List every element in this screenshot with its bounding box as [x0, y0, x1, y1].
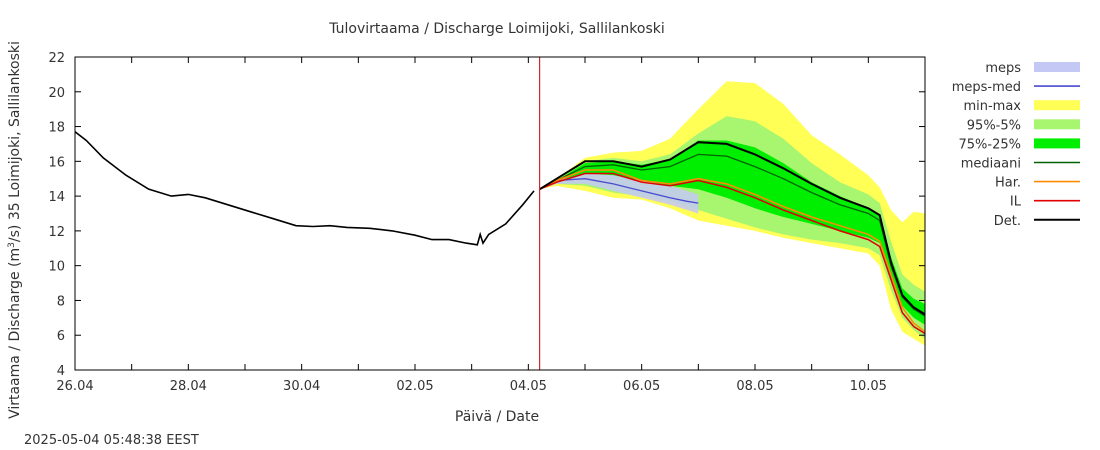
series-har	[539, 169, 926, 333]
chart-title: Tulovirtaama / Discharge Loimijoki, Sall…	[328, 21, 665, 37]
x-tick-label: 02.05	[396, 379, 433, 394]
y-tick-label: 10	[48, 260, 65, 275]
x-axis-label: Päivä / Date	[455, 409, 539, 425]
legend-label-det: Det.	[994, 214, 1021, 229]
x-tick-label: 28.04	[170, 379, 207, 394]
y-tick-label: 4	[57, 364, 65, 379]
x-tick-label: 06.05	[623, 379, 660, 394]
legend-label-il: IL	[1010, 195, 1022, 210]
y-axis-label: Virtaama / Discharge (m3/s) 35 Loimijoki…	[7, 41, 23, 419]
y-tick-label: 22	[48, 51, 65, 66]
x-tick-label: 26.04	[56, 379, 93, 394]
legend-label-meps_med: meps-med	[952, 80, 1021, 95]
legend-label-har: Har.	[995, 176, 1021, 191]
x-tick-label: 08.05	[736, 379, 773, 394]
axes: 4 6 8 10 12 14 16 18 20 22 26.04 28.04 30.04 02.05 04.…	[48, 51, 926, 394]
series-det	[539, 141, 926, 316]
x-tick-label: 04.05	[510, 379, 547, 394]
x-tick-label: 10.05	[850, 379, 887, 394]
series-observed	[74, 131, 535, 246]
y-tick-label: 18	[48, 121, 65, 136]
series-mediaani	[539, 153, 926, 317]
legend: meps meps-med min-max 95%-5% 75%-25% mediaani…	[952, 61, 1080, 229]
y-tick-label: 20	[48, 86, 65, 101]
legend-label-minmax: min-max	[963, 99, 1021, 114]
y-tick-label: 6	[57, 329, 65, 344]
y-tick-label: 16	[48, 155, 65, 170]
legend-label-p75_25: 75%-25%	[959, 137, 1021, 152]
plot-area	[74, 57, 926, 370]
legend-swatch-p75_25	[1034, 138, 1080, 149]
legend-label-meps: meps	[985, 61, 1021, 76]
legend-label-median: mediaani	[961, 157, 1021, 172]
y-tick-label: 8	[57, 294, 65, 309]
legend-swatch-minmax	[1034, 100, 1080, 111]
plot-frame	[74, 56, 926, 371]
x-tick-label: 30.04	[283, 379, 320, 394]
legend-swatch-meps	[1034, 62, 1080, 72]
y-tick-label: 12	[48, 225, 65, 240]
generated-timestamp: 2025-05-04 05:48:38 EEST	[24, 433, 199, 448]
series-il	[539, 172, 926, 335]
legend-swatch-p95_5	[1034, 119, 1080, 130]
y-tick-label: 14	[48, 190, 65, 205]
legend-label-p95_5: 95%-5%	[967, 118, 1021, 133]
band-meps	[539, 173, 699, 214]
